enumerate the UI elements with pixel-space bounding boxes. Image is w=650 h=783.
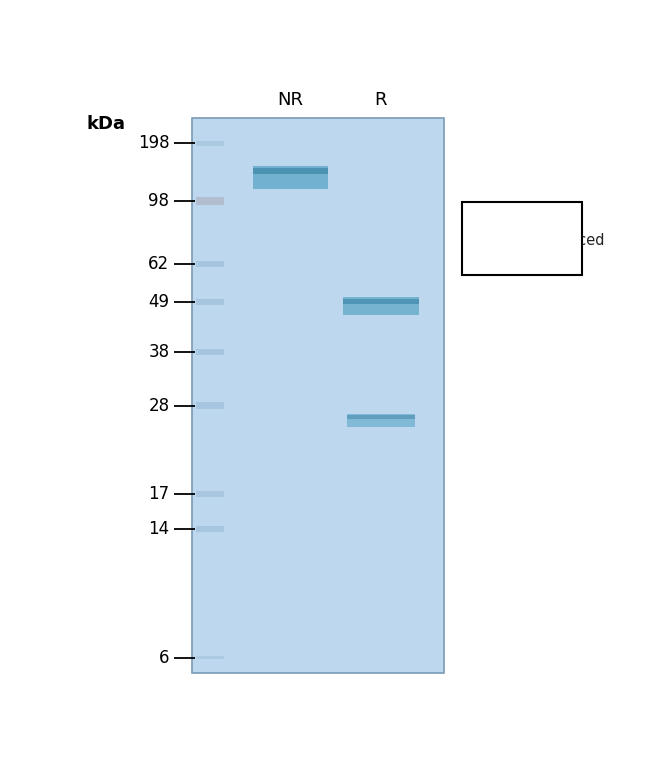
Text: 28: 28 <box>148 397 170 415</box>
Bar <box>196 491 224 496</box>
Bar <box>196 141 224 146</box>
Bar <box>462 203 582 275</box>
Text: R: R <box>375 91 387 109</box>
Bar <box>343 298 419 304</box>
Text: 98: 98 <box>148 193 170 211</box>
Bar <box>196 299 224 305</box>
Text: 6: 6 <box>159 648 170 666</box>
Bar <box>196 349 224 355</box>
Text: NR: NR <box>278 91 304 109</box>
Bar <box>196 656 224 659</box>
Text: 198: 198 <box>138 135 170 153</box>
Text: 38: 38 <box>148 343 170 361</box>
Bar <box>196 525 224 532</box>
Text: 2.5 μg loading: 2.5 μg loading <box>468 210 573 225</box>
Bar <box>252 166 328 189</box>
Text: R = Reduced: R = Reduced <box>468 255 563 271</box>
Bar <box>196 402 224 409</box>
Text: 17: 17 <box>148 485 170 503</box>
Bar <box>196 261 224 267</box>
Bar <box>346 414 415 428</box>
Text: kDa: kDa <box>86 115 125 133</box>
Bar <box>196 197 224 205</box>
Text: 14: 14 <box>148 520 170 538</box>
Text: 49: 49 <box>148 293 170 311</box>
Bar <box>252 168 328 175</box>
Bar <box>346 415 415 419</box>
Text: 62: 62 <box>148 255 170 273</box>
Bar <box>192 118 444 673</box>
Bar <box>343 297 419 316</box>
Text: NR = Non-reduced: NR = Non-reduced <box>468 233 604 247</box>
